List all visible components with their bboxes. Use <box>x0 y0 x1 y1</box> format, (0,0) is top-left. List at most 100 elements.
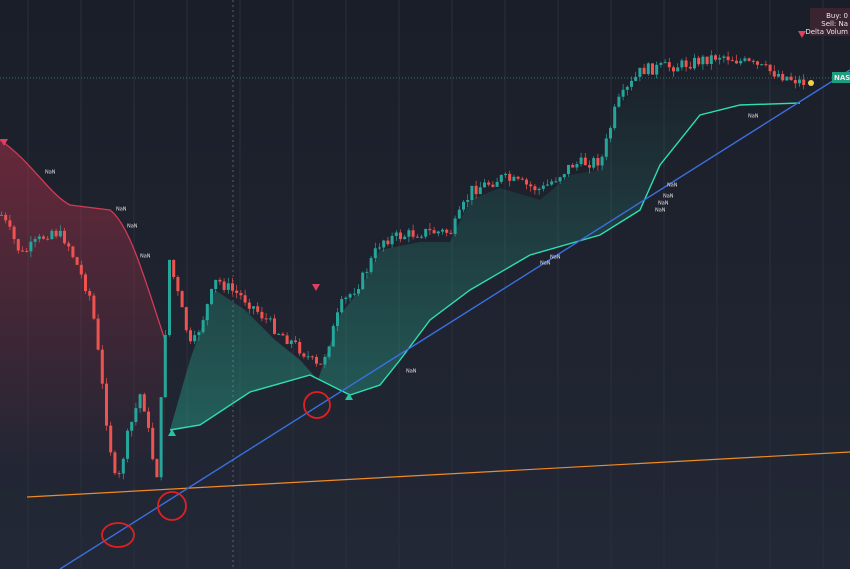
candle-body <box>121 458 125 474</box>
candle-body <box>163 335 167 398</box>
candle-body <box>37 236 41 240</box>
candle-body <box>67 243 71 247</box>
candle-body <box>714 55 717 60</box>
candle-body <box>29 241 33 252</box>
candle-body <box>75 257 79 265</box>
candle-body <box>768 64 772 72</box>
sell-text: Sell: Na <box>821 20 848 28</box>
candle-body <box>659 63 663 65</box>
info-box <box>810 8 850 36</box>
candle-body <box>663 62 667 64</box>
candle-body <box>436 231 440 234</box>
candle-body <box>520 178 524 180</box>
candle-body <box>285 335 289 344</box>
candle-body <box>294 340 297 342</box>
candle-body <box>428 228 432 231</box>
candle-body <box>743 58 747 61</box>
candle-body <box>407 230 411 237</box>
candle-body <box>235 290 239 293</box>
candle-body <box>537 188 541 191</box>
candle-body <box>8 220 12 227</box>
candle-body <box>168 259 171 336</box>
candle-body <box>327 346 331 357</box>
candle-body <box>21 250 24 252</box>
candle-body <box>705 56 709 64</box>
candle-body <box>42 236 45 239</box>
candle-body <box>126 430 129 459</box>
candle-body <box>441 229 444 232</box>
delta-text: Delta Volum <box>805 28 848 36</box>
candle-body <box>373 248 377 259</box>
candle-body <box>264 318 268 320</box>
nan-label: NaN <box>655 208 666 214</box>
candle-body <box>352 293 356 295</box>
candle-body <box>504 173 507 176</box>
candle-body <box>365 271 369 273</box>
candle-body <box>218 279 222 282</box>
candle-body <box>516 176 520 179</box>
candle-body <box>0 214 3 216</box>
candle-body <box>201 320 205 333</box>
candle-body <box>281 333 285 336</box>
candle-body <box>462 201 465 210</box>
candle-body <box>760 64 764 66</box>
candle-body <box>210 288 213 305</box>
nan-label: NaN <box>406 369 417 375</box>
sell-signal <box>0 139 8 146</box>
candle-body <box>541 185 545 189</box>
candle-body <box>399 232 402 240</box>
candle-body <box>655 64 659 75</box>
candle-body <box>231 283 234 291</box>
candle-body <box>604 138 608 157</box>
candle-body <box>159 397 163 478</box>
candle-body <box>319 363 323 365</box>
candle-body <box>684 60 688 67</box>
candle-body <box>789 76 793 81</box>
candle-body <box>630 80 633 87</box>
candle-body <box>609 128 612 139</box>
candle-body <box>151 427 155 460</box>
candle-body <box>277 333 281 335</box>
candle-body <box>751 60 755 62</box>
price-tag <box>832 72 850 83</box>
candle-body <box>243 295 247 303</box>
candle-body <box>71 246 75 258</box>
candle-body <box>197 332 201 336</box>
candle-body <box>4 214 8 221</box>
candle-body <box>415 236 419 238</box>
candle-body <box>449 232 453 234</box>
candle-body <box>315 357 318 364</box>
candle-body <box>651 63 654 75</box>
candle-body <box>340 299 344 313</box>
candle-body <box>403 236 407 240</box>
candle-body <box>693 57 696 69</box>
candle-body <box>764 64 768 66</box>
candle-body <box>344 297 348 300</box>
candle-body <box>298 341 302 354</box>
buy-signal <box>168 429 176 436</box>
sell-signal <box>798 31 806 38</box>
candle-body <box>625 86 629 90</box>
buy-text: Buy: 0 <box>826 12 848 20</box>
candle-body <box>499 175 503 182</box>
candle-body <box>16 239 20 251</box>
candle-body <box>336 312 339 326</box>
candle-body <box>256 306 260 312</box>
candle-body <box>562 174 566 178</box>
candle-body <box>617 96 621 107</box>
candle-body <box>726 56 730 61</box>
red-zone <box>0 140 165 470</box>
candle-body <box>134 408 138 422</box>
candle-body <box>386 240 390 245</box>
nan-label: NaN <box>663 194 674 200</box>
candle-body <box>558 177 562 182</box>
candle-body <box>772 71 776 77</box>
candle-body <box>411 230 415 237</box>
candle-body <box>184 307 188 331</box>
candle-body <box>756 61 759 65</box>
candles <box>0 50 806 481</box>
candle-body <box>222 281 226 290</box>
candle-body <box>571 164 575 168</box>
candle-body <box>613 106 617 129</box>
